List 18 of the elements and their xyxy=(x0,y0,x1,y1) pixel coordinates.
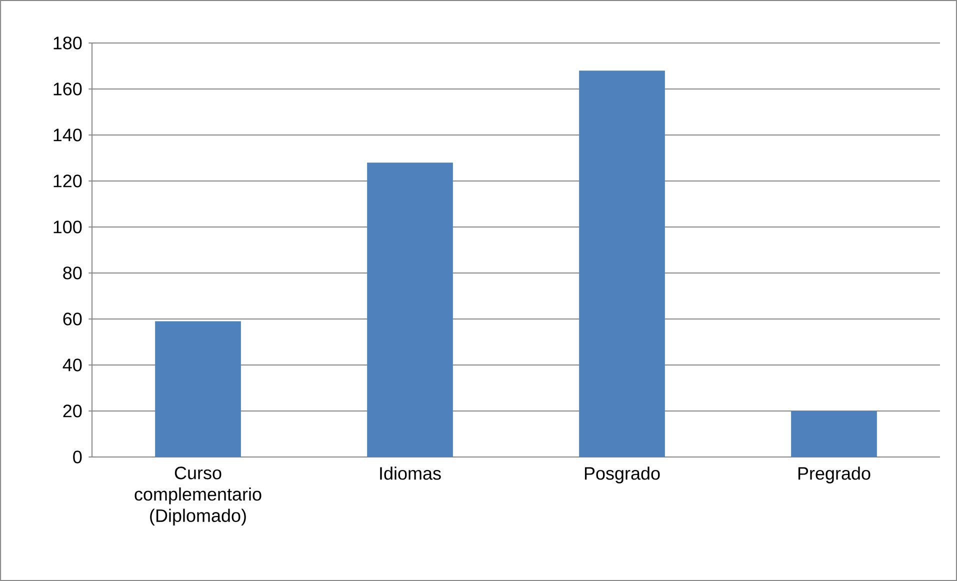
x-tick-label: Idiomas xyxy=(380,466,441,480)
bar xyxy=(791,410,877,457)
y-tick-label: 160 xyxy=(54,82,82,96)
x-tick-label: Pregrado xyxy=(798,466,870,484)
y-tick-label: 140 xyxy=(54,128,82,142)
y-tick-label: 60 xyxy=(63,312,82,326)
bar xyxy=(155,321,241,457)
y-tick-label: 100 xyxy=(54,220,82,234)
bar xyxy=(367,162,453,457)
y-tick-label: 0 xyxy=(73,450,82,464)
bar xyxy=(579,70,665,457)
y-tick-label: 20 xyxy=(63,404,82,418)
x-tick-label: Curso complementario (Diplomado) xyxy=(134,466,262,526)
y-tick-label: 40 xyxy=(62,358,82,372)
y-tick-label: 80 xyxy=(63,266,82,280)
y-tick-label: 180 xyxy=(54,36,82,50)
y-tick-label: 120 xyxy=(54,174,82,188)
x-tick-label: Posgrado xyxy=(584,466,660,484)
